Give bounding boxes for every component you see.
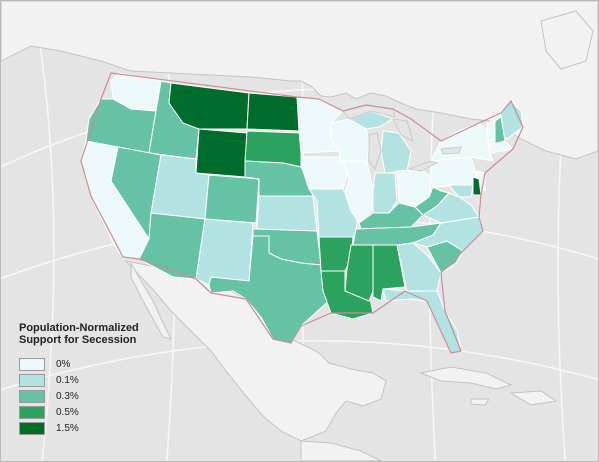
- legend-title-line2: Support for Secession: [19, 334, 137, 346]
- us-states: [80, 72, 524, 354]
- lake-ontario: [440, 146, 462, 155]
- lake-erie: [407, 160, 439, 172]
- central-america: [300, 440, 382, 461]
- state-MS[interactable]: [344, 244, 374, 302]
- state-ND[interactable]: [246, 92, 302, 132]
- state-IN[interactable]: [372, 172, 398, 214]
- newfoundland: [540, 10, 594, 70]
- lake-huron: [392, 118, 414, 142]
- legend-swatch: [19, 405, 45, 419]
- legend-title: Population-Normalized Support for Secess…: [19, 322, 169, 346]
- lake-michigan: [368, 132, 382, 170]
- state-WY[interactable]: [195, 128, 248, 178]
- legend-item[interactable]: 0.3%: [19, 388, 169, 404]
- legend-label: 0.1%: [56, 374, 79, 386]
- state-VT[interactable]: [486, 120, 496, 146]
- us-outline: [80, 72, 524, 354]
- baja-peninsula: [130, 261, 172, 340]
- legend-item[interactable]: 0.1%: [19, 372, 169, 388]
- legend-label: 0.3%: [56, 390, 79, 402]
- legend-swatch: [19, 389, 45, 403]
- legend-title-line1: Population-Normalized: [19, 322, 139, 334]
- state-MD[interactable]: [447, 184, 474, 198]
- legend: Population-Normalized Support for Secess…: [19, 322, 169, 436]
- legend-label: 0%: [56, 358, 71, 370]
- state-CO[interactable]: [204, 174, 260, 224]
- legend-item[interactable]: 0%: [19, 356, 169, 372]
- legend-label: 1.5%: [56, 422, 79, 434]
- canada-landmass: [1, 1, 598, 160]
- legend-item[interactable]: 0.5%: [19, 404, 169, 420]
- state-NM[interactable]: [195, 218, 254, 286]
- legend-item[interactable]: 1.5%: [19, 420, 169, 436]
- jamaica-island: [470, 398, 490, 406]
- legend-label: 0.5%: [56, 406, 79, 418]
- state-PA[interactable]: [430, 156, 478, 188]
- state-IA[interactable]: [300, 156, 350, 190]
- state-KS[interactable]: [256, 195, 318, 232]
- legend-swatch: [19, 357, 45, 371]
- legend-swatch: [19, 421, 45, 435]
- hispaniola-island: [509, 390, 558, 406]
- legend-swatch: [19, 373, 45, 387]
- cuba-island: [419, 366, 513, 390]
- great-lakes: [342, 104, 462, 172]
- state-WV[interactable]: [414, 186, 450, 216]
